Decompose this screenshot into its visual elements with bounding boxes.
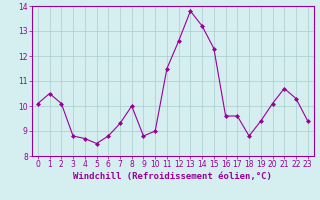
X-axis label: Windchill (Refroidissement éolien,°C): Windchill (Refroidissement éolien,°C) (73, 172, 272, 181)
